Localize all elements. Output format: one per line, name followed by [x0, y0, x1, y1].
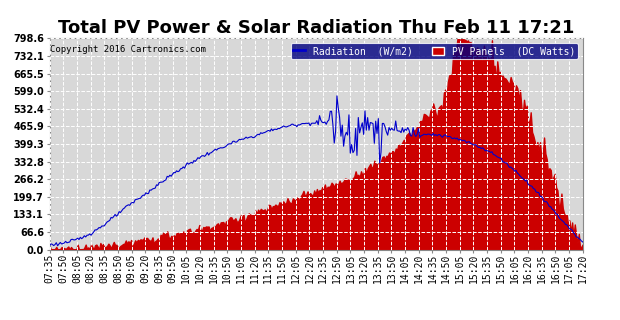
Legend: Radiation  (W/m2), PV Panels  (DC Watts): Radiation (W/m2), PV Panels (DC Watts): [291, 43, 578, 59]
Title: Total PV Power & Solar Radiation Thu Feb 11 17:21: Total PV Power & Solar Radiation Thu Feb…: [58, 19, 574, 37]
Text: Copyright 2016 Cartronics.com: Copyright 2016 Cartronics.com: [50, 45, 206, 54]
